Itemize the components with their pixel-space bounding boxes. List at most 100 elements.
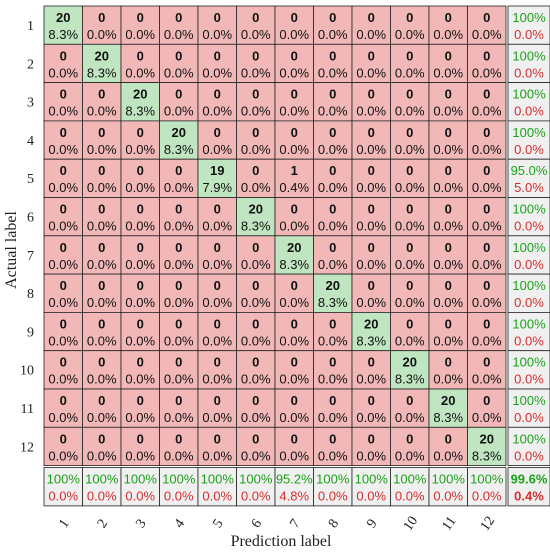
cell-percent: 0.0% (472, 372, 502, 387)
x-axis-label: Prediction label (231, 533, 332, 550)
cell-background (274, 120, 314, 160)
row-error-rate: 0.0% (514, 219, 544, 234)
cell-percent: 0.0% (164, 295, 194, 310)
matrix-cell: 0 0.0% (236, 82, 276, 122)
cell-background (120, 158, 160, 198)
cell-percent: 0.0% (87, 219, 117, 234)
row-correct-rate: 100% (512, 278, 546, 293)
cell-percent: 0.0% (87, 333, 117, 348)
column-summary-background (351, 467, 391, 507)
matrix-cell: 0 0.0% (120, 235, 160, 275)
cell-count: 0 (483, 316, 490, 331)
cell-count: 0 (406, 202, 413, 217)
y-tick-label: 8 (27, 287, 34, 302)
matrix-cell: 0 0.0% (313, 350, 353, 390)
cell-background (467, 350, 507, 390)
cell-count: 0 (137, 240, 144, 255)
matrix-cell: 0 0.0% (428, 311, 468, 352)
cell-background (43, 5, 83, 45)
cell-count: 0 (98, 125, 105, 140)
cell-count: 0 (60, 87, 67, 102)
cell-background (467, 197, 507, 237)
matrix-cell: 0 0.0% (467, 273, 507, 313)
cell-count: 0 (137, 125, 144, 140)
cell-percent: 0.0% (164, 104, 194, 119)
matrix-cell: 0 0.0% (467, 388, 507, 428)
cell-count: 0 (175, 10, 182, 25)
cell-background (467, 388, 507, 428)
cell-percent: 0.0% (241, 142, 271, 157)
cell-percent: 0.0% (164, 333, 194, 348)
cell-background (351, 197, 391, 237)
matrix-cell: 0 0.0% (313, 5, 353, 45)
cell-percent: 0.0% (433, 180, 463, 195)
matrix-cell: 0 0.0% (236, 273, 276, 313)
cell-count: 20 (364, 316, 378, 331)
column-summary-cell: 100% 0.0% (120, 467, 160, 507)
matrix-cell: 0 0.0% (197, 311, 237, 352)
cell-percent: 0.0% (395, 410, 425, 425)
cell-count: 0 (60, 240, 67, 255)
cell-count: 0 (406, 10, 413, 25)
cell-background (274, 158, 314, 198)
cell-count: 0 (368, 393, 375, 408)
matrix-cell: 0 0.0% (43, 197, 83, 237)
cell-count: 20 (95, 48, 109, 63)
cell-percent: 0.0% (48, 410, 78, 425)
cell-count: 0 (252, 393, 259, 408)
cell-count: 20 (172, 125, 186, 140)
matrix-cell: 0 0.0% (390, 197, 430, 237)
cell-background (43, 197, 83, 237)
cell-percent: 0.0% (472, 295, 502, 310)
cell-count: 0 (483, 278, 490, 293)
matrix-cell: 0 0.0% (197, 5, 237, 45)
cell-count: 0 (98, 316, 105, 331)
x-tick-label: 11 (439, 514, 459, 534)
cell-count: 20 (56, 10, 70, 25)
matrix-cell: 20 8.3% (43, 5, 83, 45)
cell-background (313, 43, 353, 83)
cell-count: 0 (368, 10, 375, 25)
cell-percent: 0.0% (48, 333, 78, 348)
column-summary-cell: 100% 0.0% (159, 467, 199, 507)
cell-percent: 0.0% (279, 104, 309, 119)
cell-background (236, 120, 276, 160)
matrix-cell: 0 0.0% (274, 82, 314, 122)
x-tick-label: 6 (249, 517, 265, 531)
cell-count: 0 (445, 431, 452, 446)
matrix-cell: 0 0.0% (313, 120, 353, 160)
y-tick-label: 9 (27, 325, 34, 340)
matrix-cell: 0 0.0% (313, 158, 353, 198)
cell-count: 0 (329, 240, 336, 255)
cell-percent: 0.0% (202, 219, 232, 234)
cell-background (351, 120, 391, 160)
cell-percent: 0.0% (241, 372, 271, 387)
cell-count: 0 (214, 240, 221, 255)
x-tick-label: 4 (172, 517, 188, 531)
cell-percent: 0.0% (279, 142, 309, 157)
row-summary-cell: 100% 0.0% (507, 426, 550, 466)
matrix-cell: 0 0.0% (390, 120, 430, 160)
cell-background (43, 273, 83, 313)
cell-percent: 0.0% (125, 372, 155, 387)
column-correct-rate: 100% (393, 472, 427, 487)
cell-percent: 0.0% (202, 65, 232, 80)
cell-percent: 0.0% (395, 65, 425, 80)
cell-count: 0 (252, 48, 259, 63)
cell-count: 0 (137, 48, 144, 63)
cell-background (236, 43, 276, 83)
cell-percent: 0.0% (356, 257, 386, 272)
y-tick-label: 10 (20, 364, 34, 379)
cell-background (82, 43, 122, 83)
matrix-cell: 0 0.0% (467, 5, 507, 45)
cell-count: 0 (60, 48, 67, 63)
cell-background (428, 158, 468, 198)
matrix-cell: 0 0.0% (274, 120, 314, 160)
cell-percent: 0.0% (395, 142, 425, 157)
cell-percent: 7.9% (202, 180, 232, 195)
matrix-cell: 0 0.0% (197, 426, 237, 466)
matrix-cell: 0 0.0% (120, 120, 160, 160)
cell-count: 0 (252, 125, 259, 140)
cell-percent: 0.0% (395, 219, 425, 234)
cell-background (120, 311, 160, 352)
